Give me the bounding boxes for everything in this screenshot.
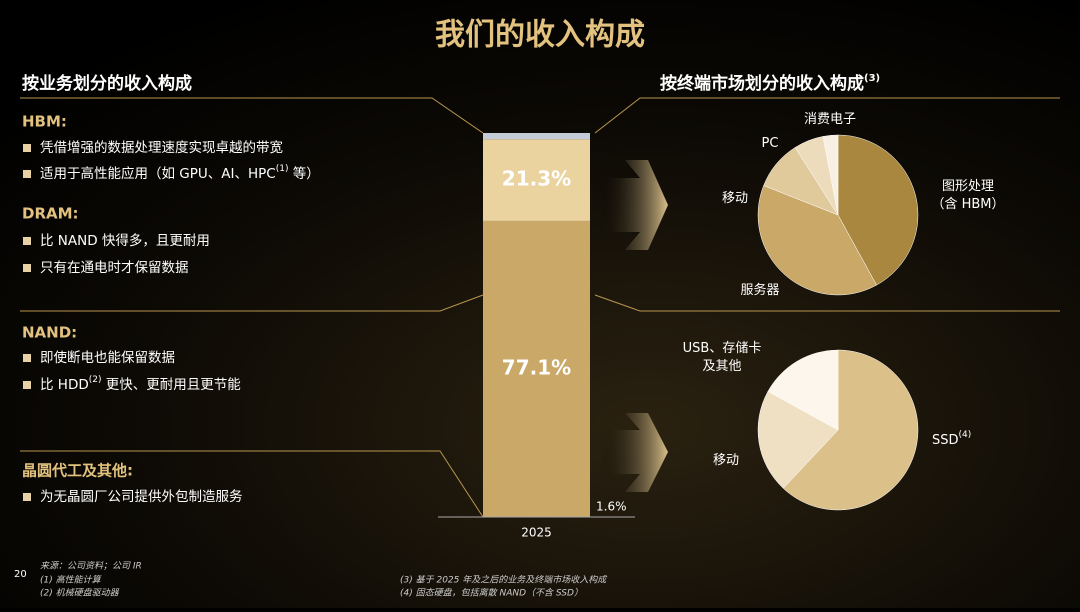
pie-slice: [757, 185, 877, 296]
slide-title: 我们的收入构成: [435, 18, 645, 53]
value-label: 1.6%: [596, 500, 627, 514]
bullet-main: 为无晶圆厂公司提供外包制造服务: [40, 489, 243, 505]
footnotes: 来源：公司资料；公司 IR (1) 高性能计算 (2) 机械硬盘驱动器 (3) 基于 …: [40, 561, 608, 599]
bullet-text: 比 NAND 快得多，且更耐用: [40, 232, 210, 249]
footnote: (2) 机械硬盘驱动器: [40, 588, 120, 599]
pie-label: SSD(4): [932, 430, 971, 448]
footnote: (1) 高性能计算: [40, 575, 103, 586]
bullet-text: 即使断电也能保留数据: [40, 349, 175, 366]
pie-label-text: 服务器: [740, 282, 779, 298]
bullet-marker: [23, 264, 31, 272]
bullet-text: 为无晶圆厂公司提供外包制造服务: [40, 489, 243, 505]
pie-label: USB、存储卡及其他: [683, 341, 762, 374]
left-heading: 按业务划分的收入构成: [22, 73, 192, 94]
pie-slice: [757, 391, 839, 489]
value-label: 77.1%: [502, 355, 571, 379]
x-tick-label: 2025: [521, 526, 552, 540]
pie-label: 移动: [713, 453, 739, 468]
superscript: (2): [89, 375, 102, 385]
pie-label-text: SSD: [932, 433, 959, 448]
bar-segment: [483, 139, 590, 221]
section-label: 晶圆代工及其他:: [22, 462, 133, 480]
page-number: 20: [14, 569, 27, 580]
bullet-marker: [23, 144, 31, 152]
footnote: 来源：公司资料；公司 IR: [40, 561, 142, 572]
footnote: (3) 基于 2025 年及之后的业务及终端市场收入构成: [400, 575, 608, 586]
right-heading: 按终端市场划分的收入构成(3): [660, 73, 880, 94]
bullet-main: 适用于高性能应用（如 GPU、AI、HPC: [40, 165, 276, 182]
pie-label-line: 及其他: [702, 359, 741, 374]
pie-slice: [767, 349, 839, 431]
section-label: DRAM:: [22, 205, 79, 223]
pie-label: PC: [762, 136, 779, 151]
bullet-text: 凭借增强的数据处理速度实现卓越的带宽: [40, 139, 283, 156]
connector-lines: [20, 97, 1060, 518]
pie-slice: [782, 349, 919, 511]
section-label: NAND:: [22, 324, 77, 342]
arrows: [600, 160, 668, 492]
bar-segment: [483, 220, 590, 517]
pie-label-text: PC: [762, 136, 779, 151]
pie-label: 消费电子: [804, 112, 856, 127]
bullet-marker: [23, 237, 31, 245]
bullet-main: 比 HDD: [40, 377, 89, 393]
bullet-tail: 更快、更耐用且更节能: [101, 377, 240, 393]
bullet-main: 即使断电也能保留数据: [40, 349, 175, 366]
section-label: HBM:: [22, 113, 67, 131]
value-label: 21.3%: [502, 167, 571, 191]
footnote: (4) 固态硬盘，包括离散 NAND（不含 SSD）: [400, 588, 583, 599]
bullet-main: 比 NAND 快得多，且更耐用: [40, 232, 210, 249]
superscript: (4): [959, 430, 972, 440]
pie-label-line: （含 HBM）: [931, 196, 1004, 212]
pie-label-text: 移动: [722, 191, 748, 206]
bullet-text: 比 HDD(2) 更快、更耐用且更节能: [40, 375, 241, 394]
pie-label-line: USB、存储卡: [683, 341, 762, 356]
bar-segment: [483, 133, 590, 140]
pie-label: 移动: [722, 191, 748, 206]
bullet-marker: [23, 170, 31, 178]
pie-slice: [837, 134, 919, 286]
bullet-main: 凭借增强的数据处理速度实现卓越的带宽: [40, 139, 283, 156]
bullet-marker: [23, 381, 31, 389]
bullet-text: 适用于高性能应用（如 GPU、AI、HPC(1) 等）: [40, 164, 320, 183]
pie-label: 服务器: [740, 282, 779, 298]
bullet-text: 只有在通电时才保留数据: [40, 260, 189, 276]
bullet-marker: [23, 493, 31, 501]
pie-slice: [822, 134, 839, 216]
superscript: (1): [276, 164, 289, 174]
pie-label-text: 消费电子: [804, 112, 856, 127]
pie-label: 图形处理 （含 HBM）: [931, 179, 1004, 212]
bullet-marker: [23, 354, 31, 362]
bullet-tail: 等）: [288, 165, 319, 182]
pie-label-line: 图形处理: [942, 179, 994, 194]
pie-label-text: 移动: [713, 453, 739, 468]
bullet-main: 只有在通电时才保留数据: [40, 260, 189, 276]
